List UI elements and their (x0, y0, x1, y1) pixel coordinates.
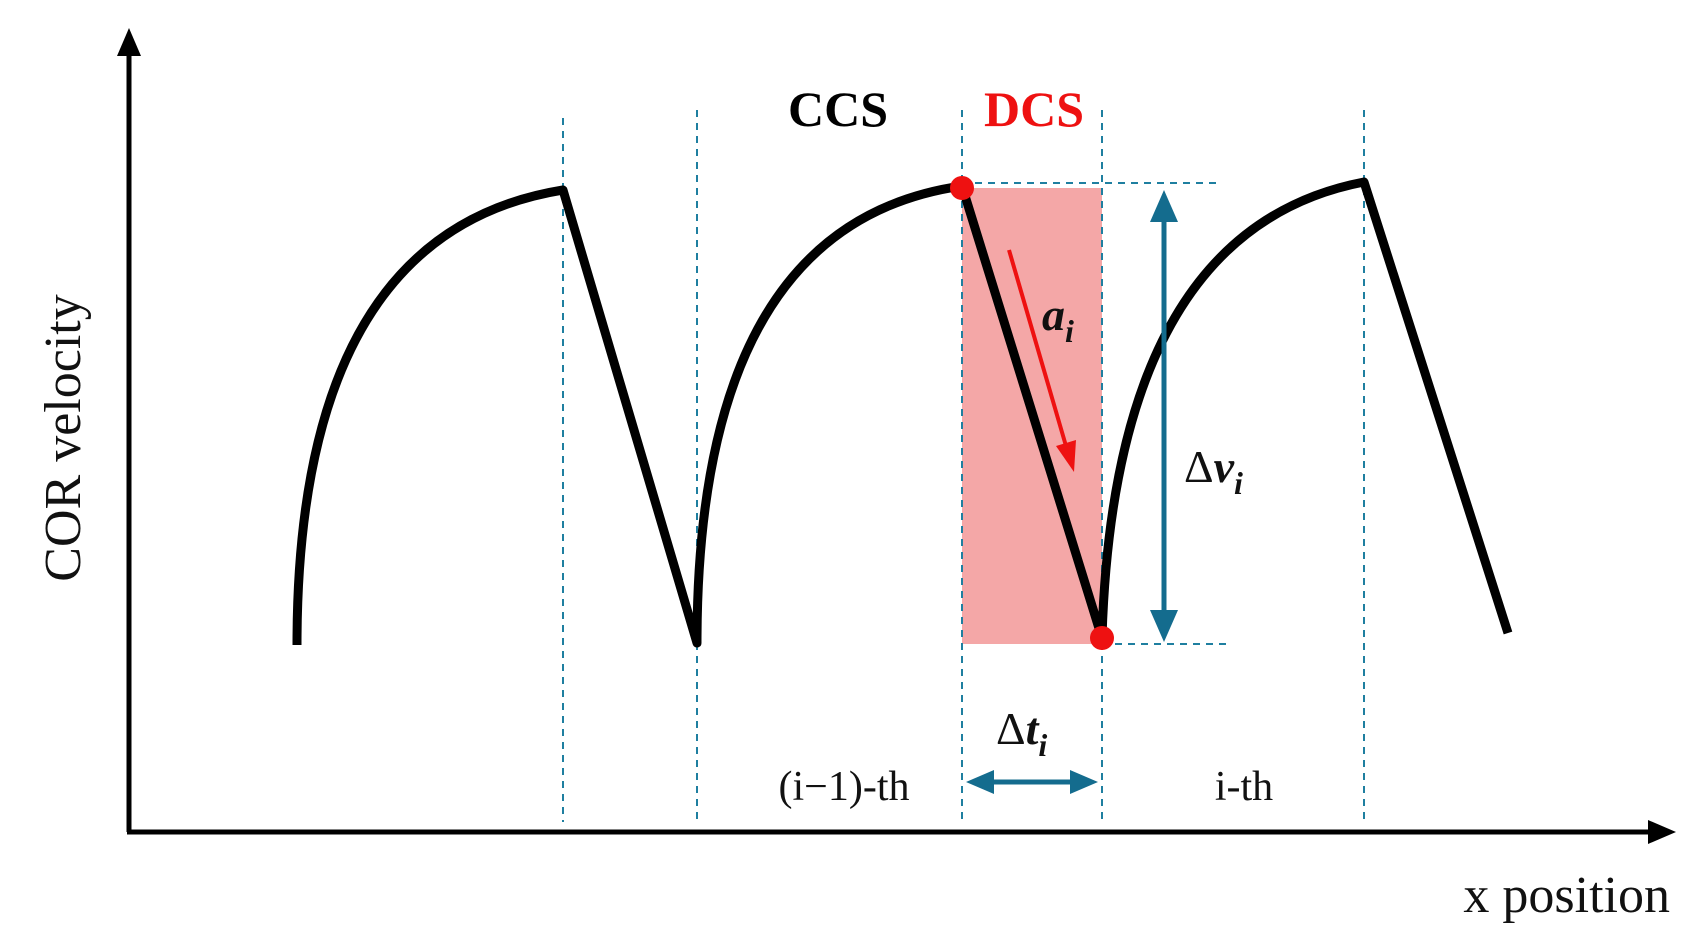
y-axis-arrowhead (117, 28, 141, 56)
y-axis-label: COR velocity (35, 294, 92, 581)
delta-v-symbol: Δvi (1184, 441, 1243, 501)
horizontal-guide-lines (962, 182, 1232, 645)
x-axis-label: x position (1463, 867, 1670, 924)
previous-cycle-label: (i−1)-th (779, 764, 910, 810)
velocity-curve (292, 177, 1513, 648)
acceleration-symbol: ai (1042, 289, 1074, 349)
dcs-label: DCS (984, 81, 1084, 137)
current-cycle-label: i-th (1215, 764, 1273, 810)
delta-t-symbol: Δti (996, 703, 1047, 763)
dcs-start-marker (950, 176, 974, 200)
acceleration-arrow (1007, 249, 1076, 472)
axes (117, 28, 1676, 844)
dcs-end-marker (1090, 626, 1114, 650)
x-axis-arrowhead (1648, 820, 1676, 844)
vertical-guide-lines (562, 110, 1365, 822)
delta-v-arrow (1150, 190, 1178, 642)
ccs-label: CCS (788, 81, 888, 137)
delta-t-arrow (966, 770, 1098, 794)
